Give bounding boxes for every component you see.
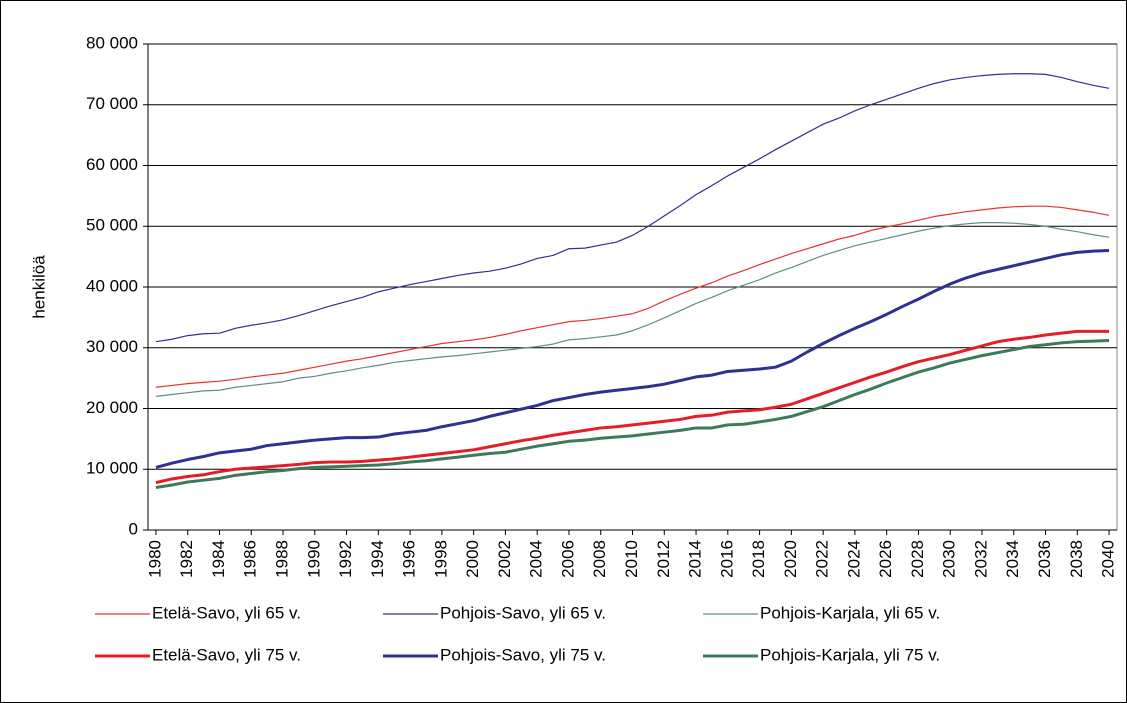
x-tick-label: 1980 [145,540,164,578]
x-tick-label: 2032 [971,540,990,578]
x-tick-label: 1990 [304,540,323,578]
x-tick-label: 2004 [527,540,546,578]
x-tick-label: 2014 [686,540,705,578]
x-tick-label: 1988 [273,540,292,578]
x-tick-label: 1998 [431,540,450,578]
x-tick-label: 2026 [876,540,895,578]
y-tick-label: 50 000 [86,216,138,235]
x-tick-label: 1982 [177,540,196,578]
x-tick-label: 2016 [717,540,736,578]
y-tick-label: 40 000 [86,276,138,295]
x-tick-label: 2020 [781,540,800,578]
y-tick-label: 10 000 [86,459,138,478]
x-tick-label: 2002 [495,540,514,578]
x-tick-label: 2018 [749,540,768,578]
x-tick-label: 2008 [590,540,609,578]
x-tick-label: 1992 [336,540,355,578]
series-line [155,73,1110,343]
x-tick-label: 2034 [1003,540,1022,578]
legend-label: Pohjois-Karjala, yli 75 v. [760,645,940,664]
x-tick-label: 2040 [1099,540,1118,578]
x-tick-label: 2022 [813,540,832,578]
series-line [155,205,1110,388]
x-tick-label: 1984 [209,540,228,578]
x-tick-label: 2006 [558,540,577,578]
y-axis-label: henkilöä [29,255,48,319]
legend-label: Pohjois-Savo, yli 75 v. [440,645,606,664]
legend-label: Pohjois-Savo, yli 65 v. [440,603,606,622]
x-tick-label: 2038 [1067,540,1086,578]
y-tick-label: 80 000 [86,33,138,52]
legend-label: Etelä-Savo, yli 75 v. [152,645,301,664]
x-tick-label: 2036 [1035,540,1054,578]
series-line [155,222,1110,397]
x-tick-label: 2028 [908,540,927,578]
x-tick-label: 2010 [622,540,641,578]
y-tick-label: 60 000 [86,155,138,174]
y-tick-label: 70 000 [86,94,138,113]
series-line [155,249,1110,469]
legend-label: Etelä-Savo, yli 65 v. [152,603,301,622]
series-line [155,329,1110,485]
x-tick-label: 2024 [844,540,863,578]
y-tick-label: 30 000 [86,337,138,356]
x-tick-label: 1996 [400,540,419,578]
legend-label: Pohjois-Karjala, yli 65 v. [760,603,940,622]
y-tick-label: 0 [129,519,138,538]
x-tick-label: 1994 [368,540,387,578]
x-tick-label: 1986 [241,540,260,578]
x-tick-label: 2030 [940,540,959,578]
x-tick-label: 2000 [463,540,482,578]
x-tick-label: 2012 [654,540,673,578]
y-tick-label: 20 000 [86,398,138,417]
series-line [155,338,1110,489]
